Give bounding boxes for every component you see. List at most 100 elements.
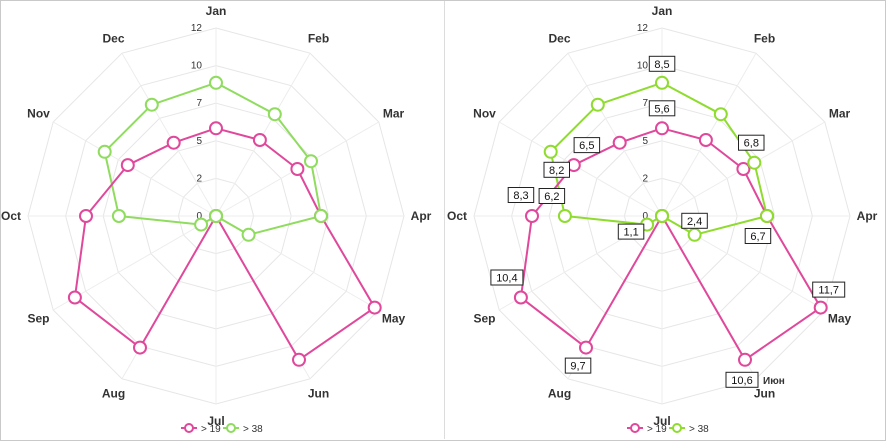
category-label-aug: Aug [548, 387, 571, 401]
category-label-nov: Nov [473, 107, 496, 121]
data-label: 8,5 [648, 55, 676, 72]
legend-marker [184, 423, 194, 433]
data-label-box [738, 134, 765, 151]
category-label-apr: Apr [857, 209, 878, 223]
data-point[interactable] [367, 300, 382, 315]
data-label-box [648, 55, 676, 72]
tick-label: 5 [642, 136, 648, 147]
data-label-text: 6,7 [750, 231, 765, 243]
category-label-jun: Jun [754, 387, 775, 401]
data-label-text: 6,5 [579, 140, 594, 152]
data-label-box [490, 269, 524, 286]
category-label-aug: Aug [102, 387, 125, 401]
grid-spoke [498, 121, 663, 217]
data-point[interactable] [612, 135, 627, 150]
data-label-box [543, 161, 570, 178]
data-point[interactable] [747, 155, 762, 170]
data-label-text: 9,7 [570, 361, 585, 373]
data-point[interactable] [166, 135, 181, 150]
data-label-box [617, 223, 645, 240]
data-point[interactable] [209, 121, 223, 136]
data-label-text: 8,2 [549, 165, 564, 177]
data-label-text: 10,4 [496, 273, 517, 285]
data-point[interactable] [67, 290, 82, 305]
data-point[interactable] [133, 340, 147, 355]
data-label: 11,7 [812, 281, 846, 298]
data-label-text: 2,4 [687, 216, 702, 228]
tick-label: 12 [191, 23, 203, 34]
grid-spoke [52, 121, 217, 217]
data-label-text: 8,5 [654, 59, 669, 71]
data-point[interactable] [738, 352, 752, 367]
data-point[interactable] [698, 133, 713, 147]
data-point[interactable] [655, 121, 669, 136]
data-point[interactable] [655, 75, 669, 90]
data-label: 6,7 [744, 228, 772, 244]
tick-label: 10 [637, 61, 649, 72]
data-point[interactable] [579, 340, 593, 355]
data-label-box [648, 100, 676, 117]
data-point[interactable] [111, 209, 126, 223]
data-point[interactable] [241, 227, 256, 242]
data-point[interactable] [813, 300, 828, 315]
tick-label: 5 [196, 136, 202, 147]
data-label-box [812, 281, 846, 298]
category-label-apr: Apr [411, 209, 432, 223]
tick-label: 12 [637, 23, 649, 34]
data-label-box [507, 187, 535, 203]
data-point[interactable] [79, 209, 93, 223]
data-point[interactable] [760, 209, 774, 223]
legend-item[interactable]: > 19 [181, 423, 221, 435]
data-point[interactable] [267, 107, 282, 122]
data-point[interactable] [194, 217, 209, 232]
data-label: 1,1 [617, 223, 645, 240]
data-point[interactable] [687, 227, 702, 242]
data-point[interactable] [252, 133, 267, 147]
legend: > 19 > 38 [181, 423, 263, 435]
data-point[interactable] [655, 209, 669, 223]
data-point[interactable] [120, 158, 135, 173]
data-point[interactable] [314, 209, 328, 223]
category-label-jan: Jan [652, 4, 673, 18]
data-point[interactable] [557, 209, 572, 223]
tick-label: 2 [196, 173, 202, 184]
data-point[interactable] [713, 107, 728, 122]
grid-spoke [567, 52, 663, 217]
data-point[interactable] [209, 209, 223, 223]
data-point[interactable] [304, 154, 318, 169]
category-label-may: May [828, 312, 852, 326]
category-label-oct: Oct [1, 209, 21, 223]
data-point[interactable] [290, 162, 305, 176]
legend-label: > 19 [647, 424, 667, 435]
category-label-may: May [382, 312, 406, 326]
data-point[interactable] [543, 144, 558, 159]
data-point[interactable] [97, 144, 112, 159]
data-label: 6,8 [738, 134, 765, 151]
category-label-jul: Jul [207, 414, 224, 428]
data-point[interactable] [590, 97, 605, 112]
tick-label: 0 [196, 211, 202, 222]
category-label-dec: Dec [102, 32, 124, 46]
legend-item[interactable]: > 19 [627, 423, 667, 435]
data-label-text: 6,8 [744, 138, 759, 150]
legend-item[interactable]: > 38 [223, 423, 263, 435]
data-point[interactable] [292, 352, 306, 367]
category-label-jun: Jun [308, 387, 329, 401]
data-label: 6,5 [573, 137, 601, 154]
data-label: 8,2 [543, 161, 570, 178]
data-point[interactable] [736, 162, 751, 176]
legend-marker [672, 423, 682, 433]
legend-label: > 19 [201, 424, 221, 435]
data-point[interactable] [525, 209, 539, 223]
legend-label: > 38 [689, 424, 709, 435]
data-point[interactable] [513, 290, 528, 305]
data-point[interactable] [209, 75, 223, 90]
legend-marker [630, 423, 640, 433]
data-point[interactable] [144, 97, 159, 112]
data-label-text: 11,7 [818, 285, 839, 297]
legend-item[interactable]: > 38 [669, 423, 709, 435]
legend-marker [226, 423, 236, 433]
